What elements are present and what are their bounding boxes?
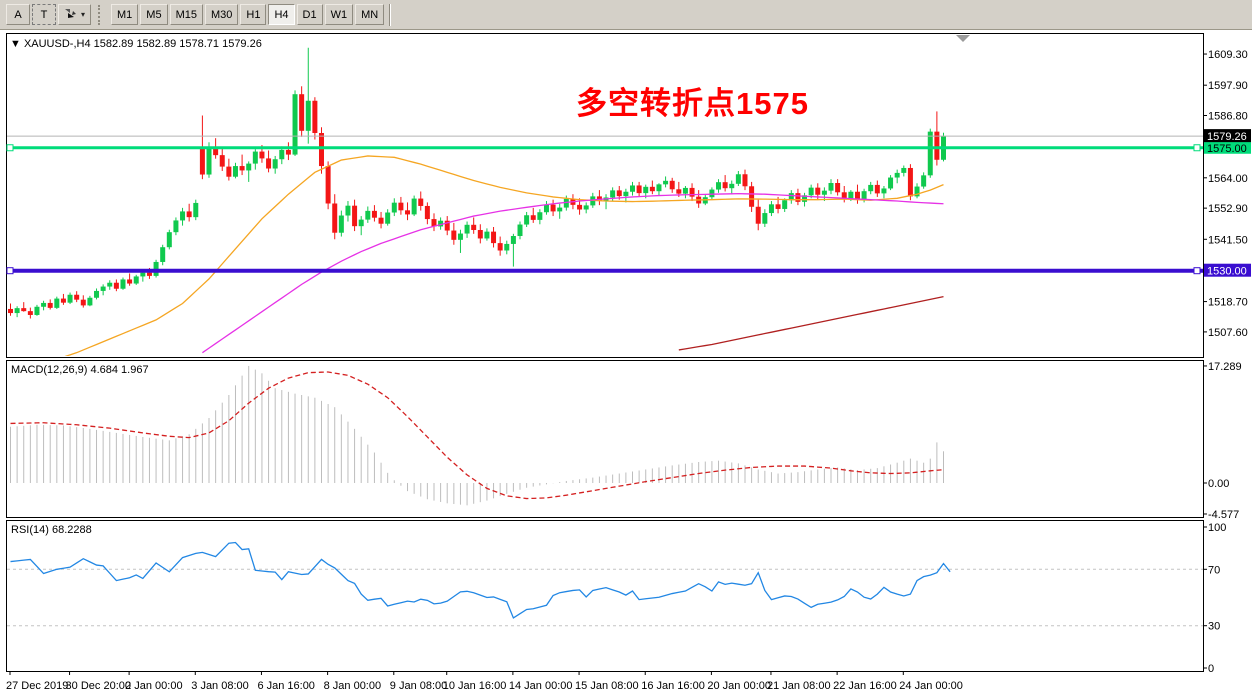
price-axis-label[interactable]: 1586.80 [1208,111,1248,123]
time-axis-label: 27 Dec 2019 [6,680,68,692]
macd-panel [6,360,1204,518]
macd-indicator-label: MACD(12,26,9) 4.684 1.967 [11,364,149,376]
time-axis-label: 21 Jan 08:00 [767,680,831,692]
toolbar: A T ▾ M1 M5 M15 M30 H1 H4 D1 W1 MN [0,0,1252,30]
current-price-tag [1204,129,1251,143]
ma-fast-orange-line [64,155,944,356]
hline-anchor[interactable] [6,267,14,275]
price-tag [1204,263,1251,277]
hline-anchor[interactable] [6,144,14,152]
chart-shift-marker-icon[interactable] [956,35,970,42]
time-axis-label: 9 Jan 08:00 [390,680,448,692]
price-axis-label[interactable]: 1518.70 [1208,297,1248,309]
timeframe-button-M30[interactable]: M30 [204,4,239,25]
price-tag-label: 1530.00 [1207,266,1247,278]
time-axis-label: 24 Jan 00:00 [899,680,963,692]
macd-signal-line [10,371,944,500]
time-axis-label: 2 Jan 00:00 [125,680,183,692]
price-axis-label[interactable]: 1552.90 [1208,203,1248,215]
price-tag-label: 1575.00 [1207,143,1247,155]
candles-layer [8,47,946,319]
timeframe-button-H4[interactable]: H4 [268,4,295,25]
time-axis-label: 8 Jan 00:00 [324,680,382,692]
price-axis-label[interactable]: 1609.30 [1208,49,1248,61]
rsi-line [10,541,951,619]
time-axis-label: 15 Jan 08:00 [575,680,639,692]
timeframe-button-group: M1 M5 M15 M30 H1 H4 D1 W1 MN [111,4,385,25]
time-axis[interactable] [9,671,904,675]
rsi-axis-label[interactable]: 70 [1208,564,1220,576]
text-tool-button[interactable]: T [32,4,56,25]
price-axis-label[interactable]: 1564.00 [1208,173,1248,185]
time-axis-label: 3 Jan 08:00 [191,680,249,692]
rsi-indicator-label: RSI(14) 68.2288 [11,524,92,536]
arrows-icon [64,7,78,23]
main-panel [6,33,1204,358]
macd-axis-label[interactable]: -4.577 [1208,509,1239,521]
time-axis-label: 14 Jan 00:00 [509,680,573,692]
price-axis-label[interactable]: 1507.60 [1208,327,1248,339]
time-axis-label: 6 Jan 16:00 [257,680,315,692]
arrows-tool-button[interactable]: ▾ [58,4,92,25]
timeframe-button-M5[interactable]: M5 [140,4,168,25]
timeframe-button-M15[interactable]: M15 [169,4,203,25]
toolbar-drag-handle[interactable] [98,4,104,25]
toolbar-separator [389,3,391,26]
macd-histogram [10,365,944,506]
timeframe-button-MN[interactable]: MN [355,4,385,25]
timeframe-button-H1[interactable]: H1 [240,4,267,25]
rsi-axis-label[interactable]: 100 [1208,522,1226,534]
hline-anchor[interactable] [1193,144,1201,152]
time-axis-label: 10 Jan 16:00 [443,680,507,692]
price-axis-label[interactable]: 1541.50 [1208,234,1248,246]
cursor-tool-button[interactable]: A [6,4,30,25]
ma-long-darkred-line [678,296,944,351]
time-axis-label: 30 Dec 20:00 [66,680,131,692]
symbol-ohlc-header: ▼ XAUUSD-,H4 1582.89 1582.89 1578.71 157… [10,38,262,50]
annotation-text[interactable]: 多空转折点1575 [576,86,809,121]
macd-axis-label[interactable]: 0.00 [1208,478,1229,490]
timeframe-button-D1[interactable]: D1 [296,4,323,25]
rsi-panel [6,520,1204,672]
timeframe-button-M1[interactable]: M1 [111,4,139,25]
rsi-axis-label[interactable]: 30 [1208,621,1220,633]
current-price-label: 1579.26 [1207,131,1247,143]
price-axis-label[interactable]: 1597.90 [1208,80,1248,92]
time-axis-label: 20 Jan 00:00 [707,680,771,692]
rsi-axis-label[interactable]: 0 [1208,663,1214,675]
price-tag [1204,140,1251,154]
hline-anchor[interactable] [1193,267,1201,275]
timeframe-button-W1[interactable]: W1 [324,4,354,25]
ma-slow-magenta-line [202,193,944,354]
time-axis-label: 16 Jan 16:00 [641,680,705,692]
time-axis-label: 22 Jan 16:00 [833,680,897,692]
macd-axis-label[interactable]: 17.289 [1208,361,1242,373]
chevron-down-icon: ▾ [81,10,86,19]
